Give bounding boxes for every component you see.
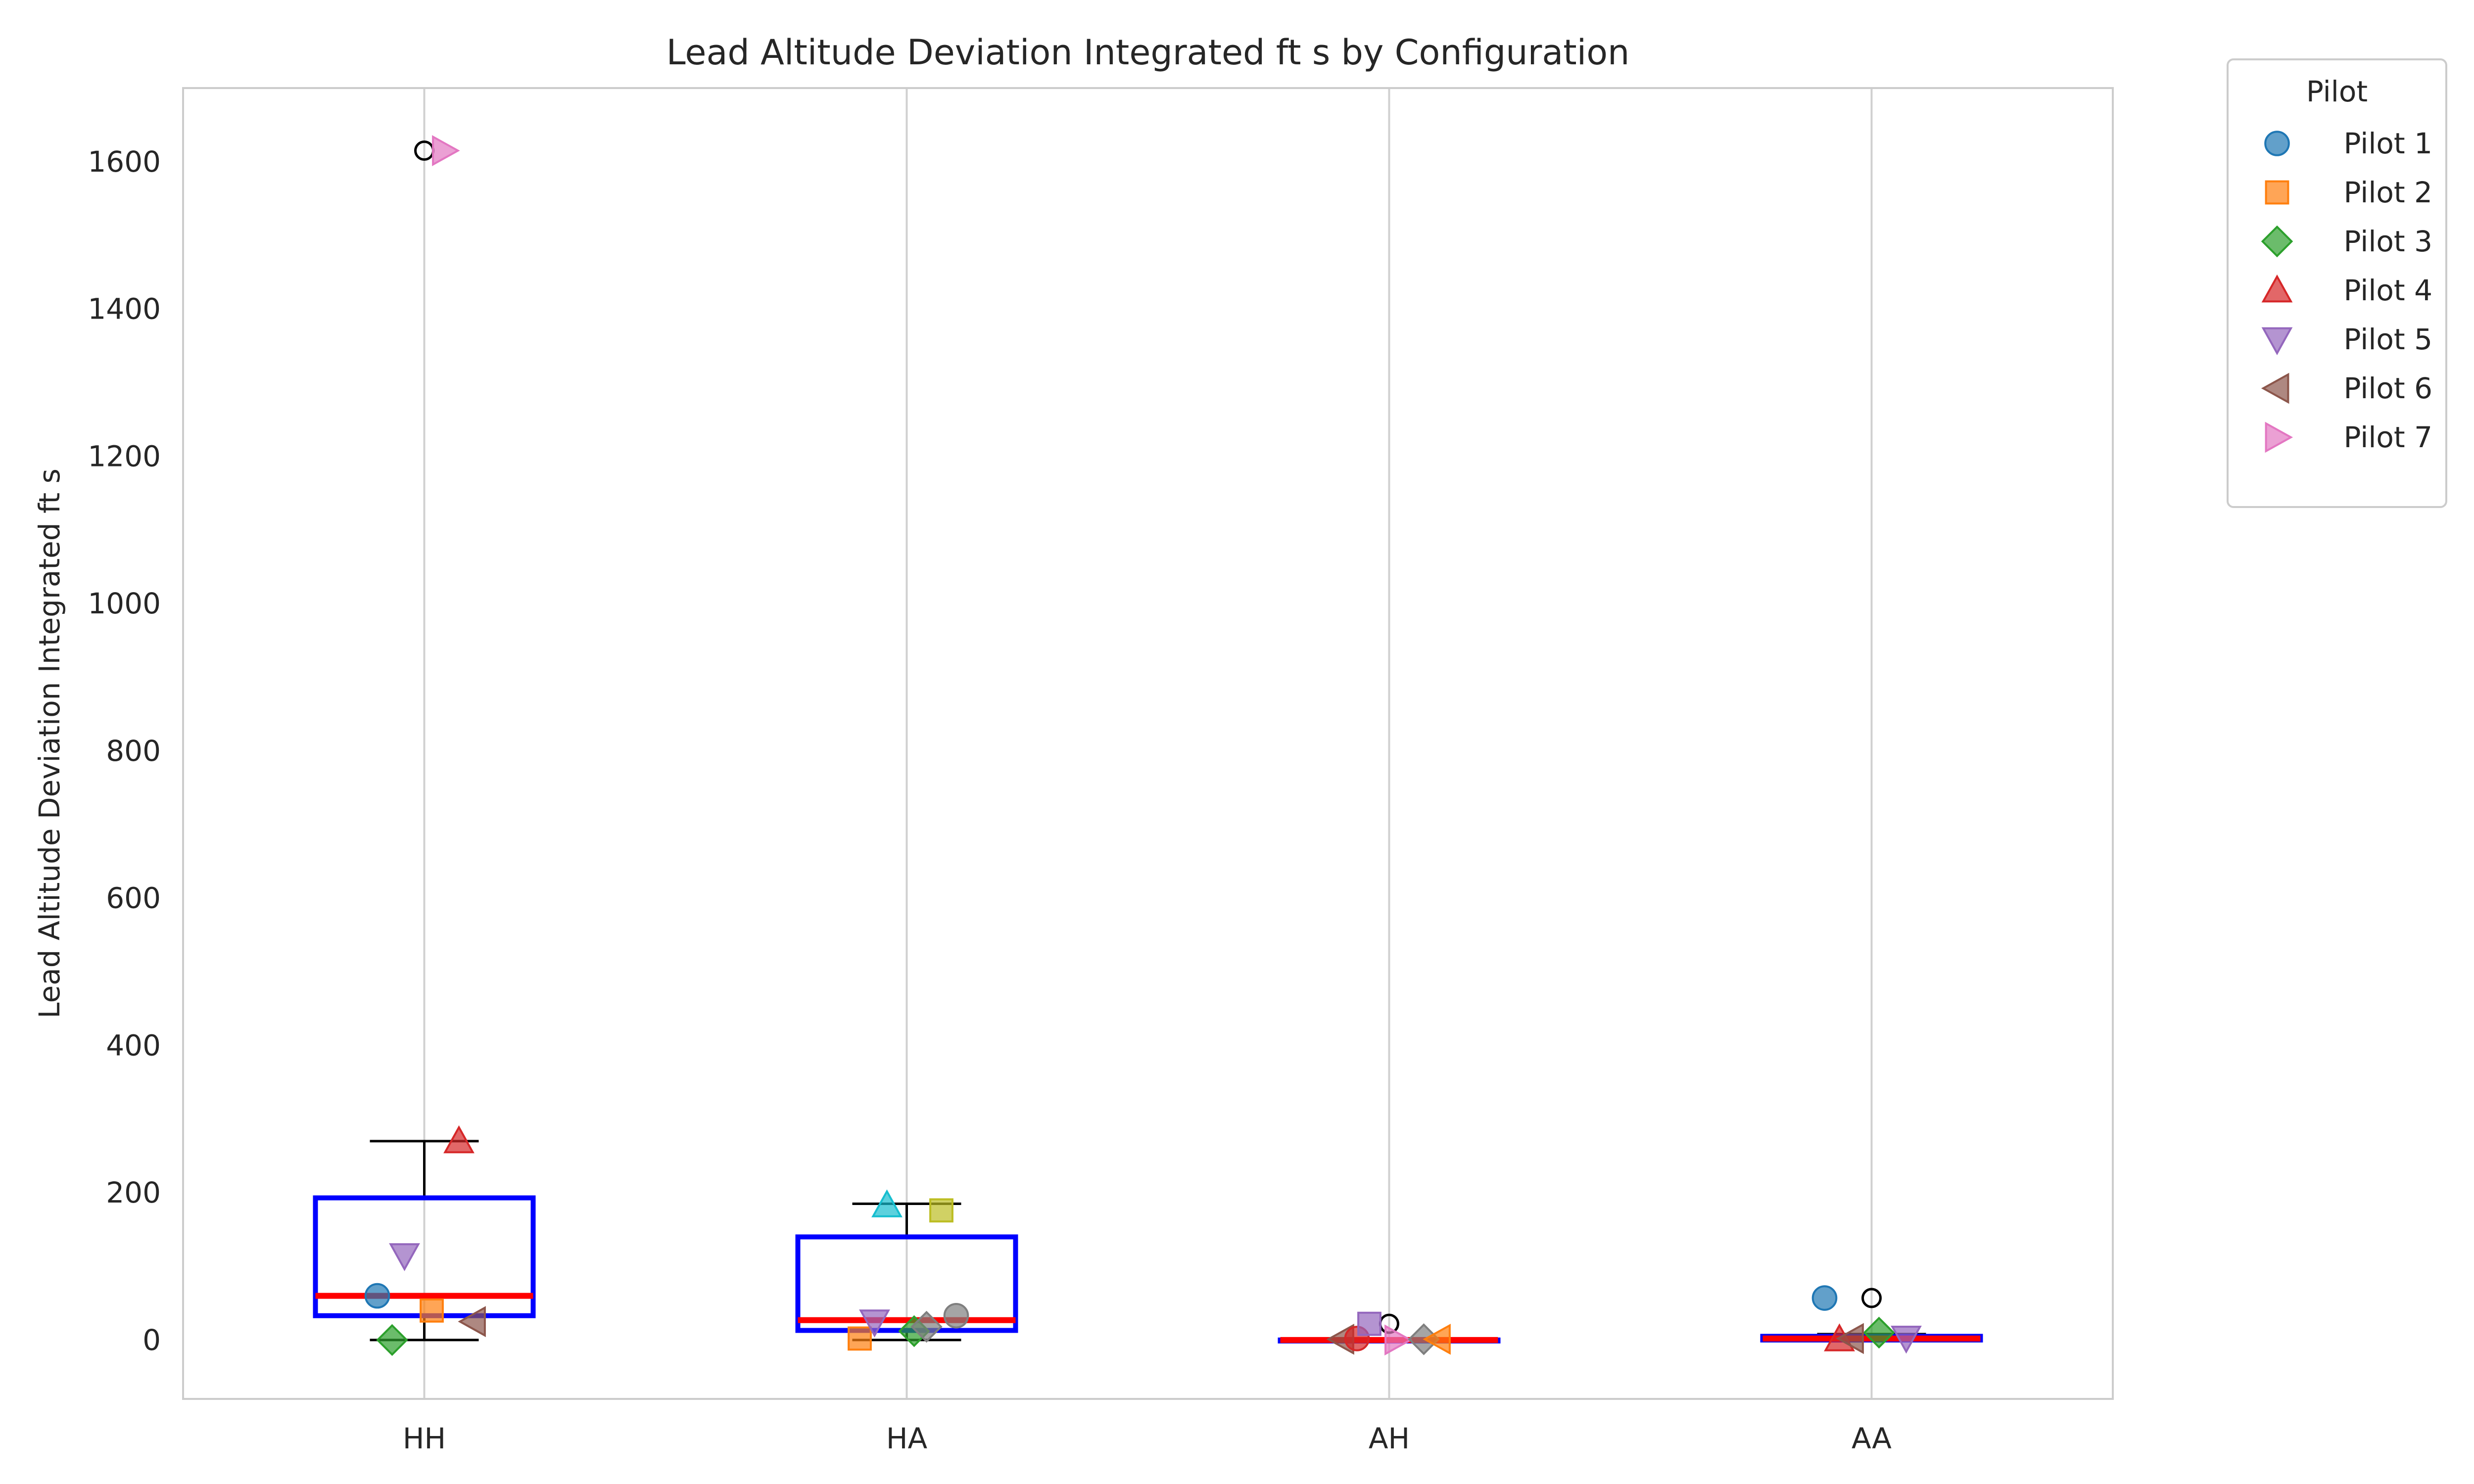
- data-point: [443, 1125, 475, 1154]
- outlier-point: [1861, 1288, 1882, 1308]
- data-point: [364, 1283, 390, 1309]
- x-tick-label: HH: [403, 1422, 446, 1455]
- legend-marker: [2265, 421, 2293, 453]
- data-point: [420, 1298, 444, 1323]
- y-tick-label: 1400: [88, 292, 161, 326]
- legend-entry-label: Pilot 4: [2344, 274, 2433, 307]
- data-point: [871, 1189, 903, 1217]
- y-tick-label: 1000: [88, 587, 161, 620]
- data-point: [389, 1243, 420, 1271]
- legend-entry-label: Pilot 1: [2344, 127, 2433, 160]
- ticks: HH HA AH AA 0 200 400 600 800 1000 1200 1400 1600: [88, 145, 1892, 1455]
- data-point: [848, 1326, 872, 1351]
- legend: Pilot Pilot 1 Pilot 2 Pilot 3 Pilot 4 Pilot 5…: [2227, 58, 2447, 508]
- y-tick-label: 0: [143, 1323, 161, 1357]
- legend-marker: [2261, 225, 2293, 258]
- legend-entry-label: Pilot 6: [2344, 371, 2433, 405]
- chart-title: Lead Altitude Deviation Integrated ft s …: [666, 32, 1630, 73]
- y-tick-label: 600: [106, 881, 161, 915]
- legend-marker: [2261, 327, 2293, 356]
- data-point: [1836, 1323, 1864, 1354]
- legend-entry-label: Pilot 5: [2344, 323, 2433, 356]
- data-point: [1423, 1324, 1451, 1355]
- x-tick-label: AH: [1369, 1422, 1410, 1455]
- legend-entry-label: Pilot 2: [2344, 176, 2433, 209]
- data-point: [943, 1302, 969, 1329]
- data-point: [458, 1306, 486, 1338]
- y-axis-label: Lead Altitude Deviation Integrated ft s: [33, 468, 66, 1019]
- data-point: [376, 1324, 408, 1356]
- plot-grid: [423, 88, 1873, 1399]
- y-tick-label: 400: [106, 1028, 161, 1062]
- legend-marker: [2261, 372, 2289, 404]
- y-tick-label: 1600: [88, 145, 161, 179]
- y-tick-label: 800: [106, 734, 161, 768]
- y-tick-label: 1200: [88, 439, 161, 473]
- legend-title: Pilot: [2306, 75, 2368, 108]
- data-point: [910, 1310, 943, 1343]
- data-point: [432, 135, 460, 166]
- data-point: [929, 1198, 953, 1223]
- data-point: [1384, 1324, 1413, 1356]
- data-point: [1811, 1285, 1838, 1311]
- legend-marker: [2264, 131, 2290, 156]
- points: [364, 135, 1922, 1356]
- x-tick-label: AA: [1852, 1422, 1892, 1455]
- legend-entry-label: Pilot 3: [2344, 225, 2433, 258]
- y-tick-label: 200: [106, 1176, 161, 1209]
- legend-entry-label: Pilot 7: [2344, 420, 2433, 454]
- legend-marker: [2261, 274, 2293, 303]
- plot-frame: [182, 87, 2114, 1400]
- legend-marker: [2265, 180, 2289, 205]
- data-point: [1863, 1316, 1895, 1349]
- data-point: [859, 1309, 890, 1338]
- boxes: [313, 140, 1983, 1344]
- data-point: [1891, 1326, 1922, 1354]
- data-point: [1357, 1311, 1381, 1336]
- x-tick-label: HA: [886, 1422, 928, 1455]
